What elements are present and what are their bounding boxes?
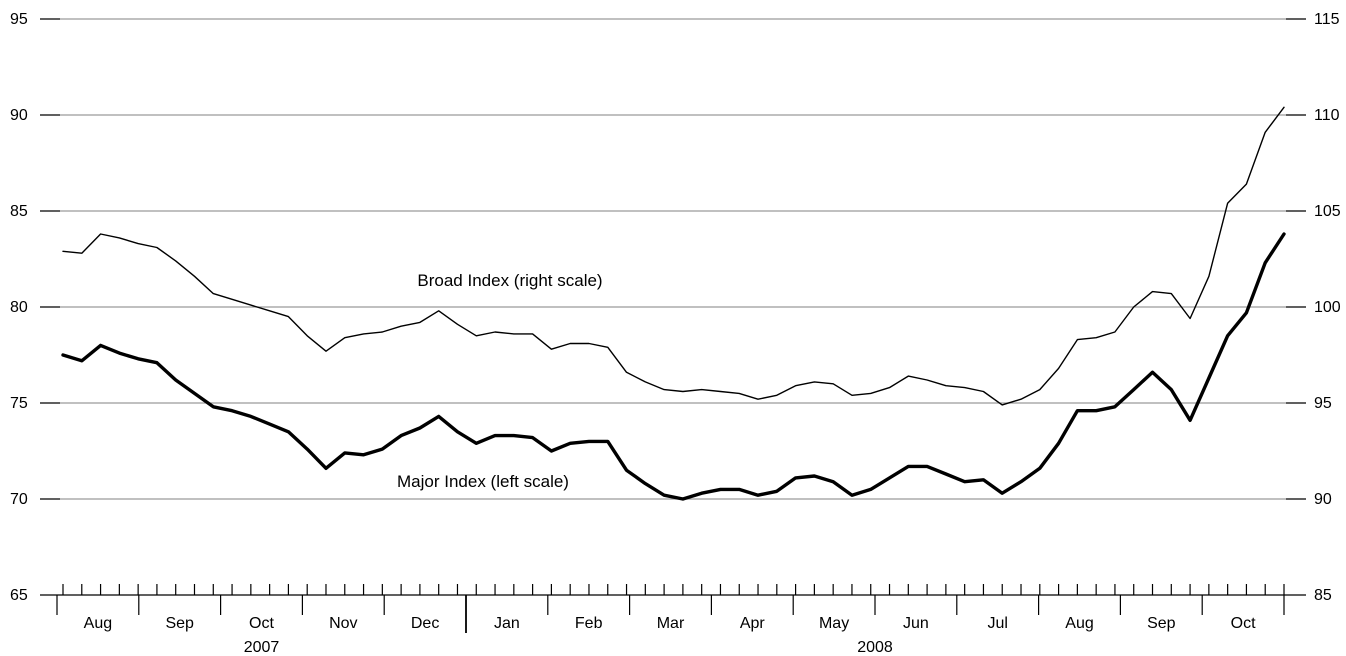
left-axis-tick-label: 85 bbox=[10, 203, 28, 220]
month-label: Apr bbox=[740, 615, 766, 632]
left-axis-tick-label: 75 bbox=[10, 395, 28, 412]
left-axis-tick-label: 65 bbox=[10, 587, 28, 604]
left-axis-tick-label: 95 bbox=[10, 11, 28, 28]
right-axis: 85 90 95 100 105 110 115 bbox=[1286, 11, 1341, 604]
right-axis-tick-label: 95 bbox=[1314, 395, 1332, 412]
month-label: Jul bbox=[987, 615, 1007, 632]
month-label: Dec bbox=[411, 615, 439, 632]
series-lines bbox=[61, 106, 1286, 501]
month-label: Jun bbox=[903, 615, 929, 632]
month-label: May bbox=[819, 615, 849, 632]
month-label: Oct bbox=[249, 615, 274, 632]
year-label: 2008 bbox=[857, 639, 893, 656]
gridlines bbox=[60, 18, 1286, 500]
month-label: Sep bbox=[1147, 615, 1176, 632]
right-axis-tick-label: 105 bbox=[1314, 203, 1341, 220]
left-axis-tick-label: 80 bbox=[10, 299, 28, 316]
left-axis: 65 70 75 80 85 90 95 bbox=[10, 11, 60, 604]
right-axis-tick-label: 90 bbox=[1314, 491, 1332, 508]
right-axis-tick-label: 85 bbox=[1314, 587, 1332, 604]
x-axis: Aug Sep Oct Nov Dec Jan Feb Mar Apr May Jun Jul Aug S… bbox=[56, 584, 1286, 656]
left-axis-tick-label: 70 bbox=[10, 491, 28, 508]
right-axis-tick-label: 115 bbox=[1314, 11, 1340, 28]
month-label: Aug bbox=[84, 615, 112, 632]
series-line-major-index bbox=[61, 232, 1286, 501]
month-label: Nov bbox=[329, 615, 357, 632]
series-label-broad-index: Broad Index (right scale) bbox=[417, 271, 602, 290]
series-label-major-index: Major Index (left scale) bbox=[397, 472, 569, 491]
right-axis-tick-label: 110 bbox=[1314, 107, 1340, 124]
month-label: Sep bbox=[165, 615, 194, 632]
left-axis-tick-label: 90 bbox=[10, 107, 28, 124]
month-label: Jan bbox=[494, 615, 520, 632]
month-label: Mar bbox=[657, 615, 685, 632]
series-line-broad-index bbox=[62, 106, 1285, 406]
year-label: 2007 bbox=[244, 639, 280, 656]
month-label: Oct bbox=[1231, 615, 1256, 632]
right-axis-tick-label: 100 bbox=[1314, 299, 1341, 316]
month-label: Aug bbox=[1065, 615, 1093, 632]
month-label: Feb bbox=[575, 615, 603, 632]
